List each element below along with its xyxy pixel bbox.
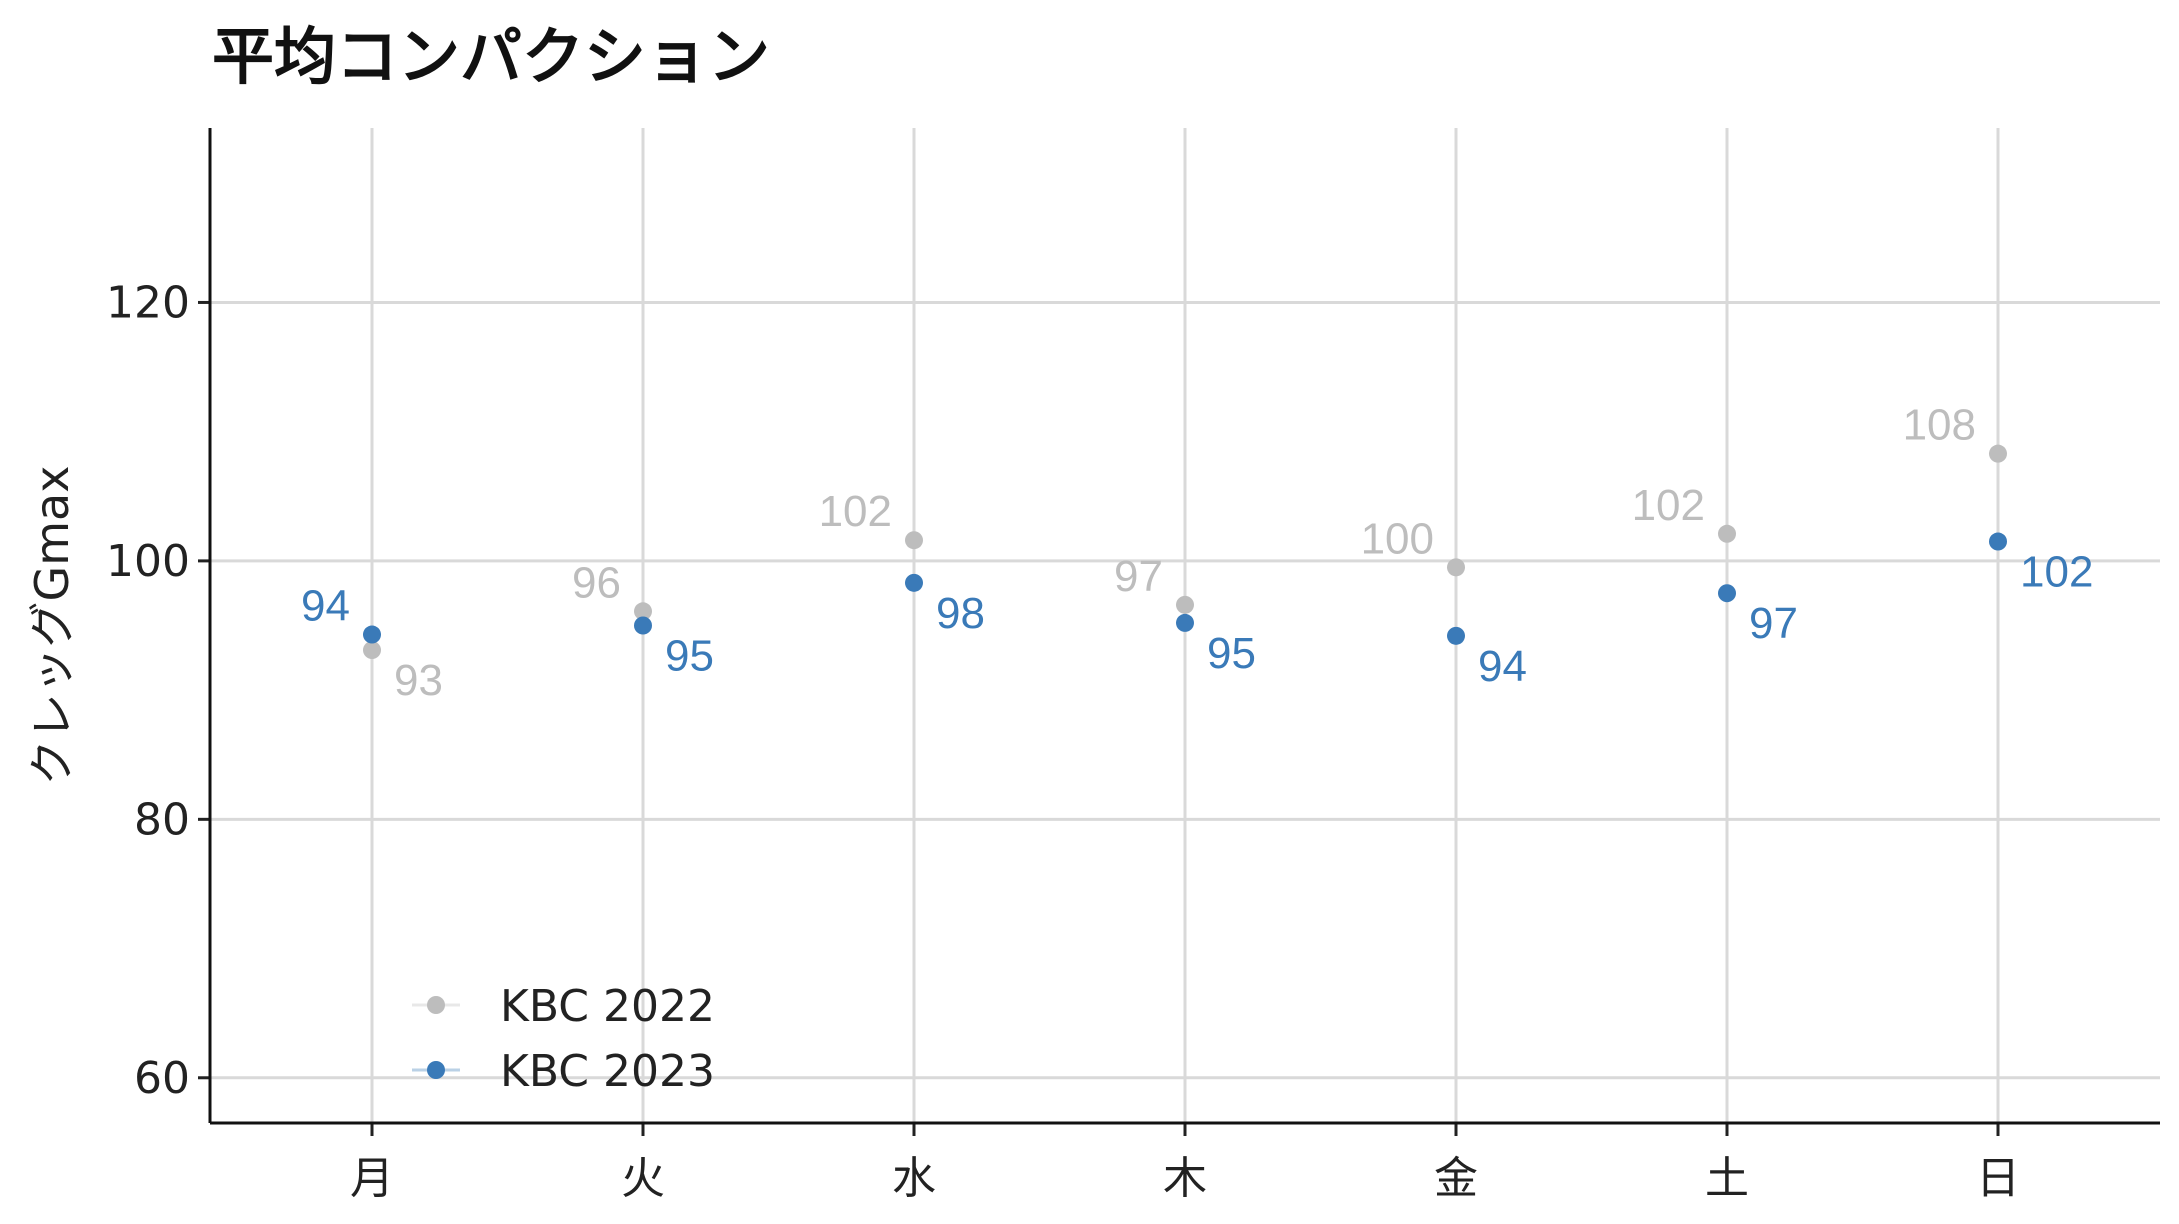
tick-labels: 60 80 100 120 月 火 水 木 金 土 日 — [106, 277, 2020, 1204]
data-label-1-2: 98 — [936, 589, 985, 638]
legend: KBC 2022 KBC 2023 — [412, 981, 715, 1097]
y-tick-label: 100 — [106, 536, 190, 587]
data-label-0-0: 93 — [394, 656, 443, 705]
x-tick-label: 日 — [1976, 1153, 2020, 1204]
data-label-1-1: 95 — [665, 632, 714, 681]
data-point-1-0 — [363, 625, 381, 644]
data-label-1-6: 102 — [2020, 548, 2093, 597]
legend-label-0: KBC 2022 — [500, 981, 715, 1032]
data-point-1-1 — [634, 616, 652, 635]
data-point-0-3 — [1176, 595, 1194, 614]
data-label-1-3: 95 — [1207, 629, 1256, 678]
data-label-0-5: 102 — [1632, 481, 1705, 530]
legend-key-point-0 — [427, 996, 445, 1014]
data-point-0-1 — [634, 602, 652, 621]
data-point-1-2 — [905, 573, 923, 592]
legend-label-1: KBC 2023 — [500, 1046, 715, 1097]
data-label-0-1: 96 — [572, 558, 621, 607]
x-tick-label: 火 — [621, 1153, 665, 1204]
chart-title: 平均コンパクション — [212, 20, 770, 93]
data-point-1-4 — [1447, 626, 1465, 645]
data-point-0-2 — [905, 531, 923, 550]
axes — [198, 128, 2160, 1136]
x-tick-label: 月 — [350, 1153, 394, 1204]
y-tick-label: 80 — [134, 794, 190, 845]
data-point-0-6 — [1989, 444, 2007, 463]
data-label-1-4: 94 — [1478, 642, 1527, 691]
y-tick-label: 60 — [134, 1053, 190, 1104]
data-label-1-5: 97 — [1749, 599, 1798, 648]
data-point-0-5 — [1718, 524, 1736, 543]
data-label-0-4: 100 — [1361, 514, 1434, 563]
x-tick-label: 金 — [1434, 1153, 1478, 1204]
y-tick-label: 120 — [106, 277, 190, 328]
x-tick-label: 木 — [1163, 1153, 1207, 1204]
data-point-1-6 — [1989, 532, 2007, 551]
data-points: 93 96 102 97 100 102 108 94 95 98 95 94 97 102 — [301, 401, 2093, 705]
data-label-0-2: 102 — [819, 487, 892, 536]
data-label-1-0: 94 — [301, 582, 350, 631]
data-label-0-6: 108 — [1903, 401, 1976, 450]
data-point-1-3 — [1176, 613, 1194, 632]
y-axis-label: クレッグGmax — [25, 466, 79, 786]
data-point-1-5 — [1718, 584, 1736, 603]
legend-key-point-1 — [427, 1061, 445, 1079]
x-tick-label: 土 — [1705, 1153, 1749, 1204]
data-label-0-3: 97 — [1114, 552, 1163, 601]
x-tick-label: 水 — [892, 1153, 936, 1204]
data-point-0-4 — [1447, 558, 1465, 577]
data-point-0-0 — [363, 641, 381, 660]
